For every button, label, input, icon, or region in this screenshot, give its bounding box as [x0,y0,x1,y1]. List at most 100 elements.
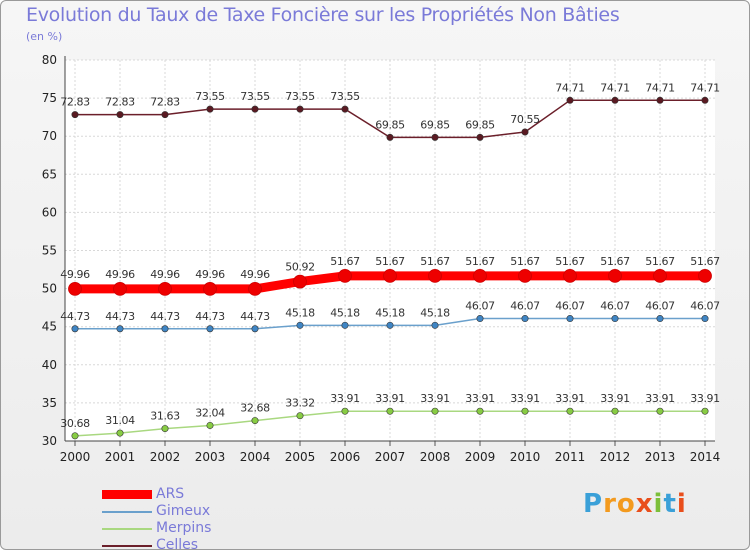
data-label-celles: 74.71 [555,81,585,94]
x-tick-label: 2001 [105,450,136,464]
point-gimeux [116,325,124,333]
point-merpins [251,417,259,425]
logo-letter: x [635,489,654,519]
data-label-gimeux: 46.07 [465,300,495,313]
data-label-ars: 50.92 [285,261,315,274]
legend-label: Gimeux [156,503,211,519]
point-gimeux [161,325,169,333]
point-ars [653,268,667,283]
point-merpins [431,407,439,415]
point-celles [251,105,259,113]
legend-item-gimeux: Gimeux [102,503,211,520]
data-label-ars: 49.96 [240,268,270,281]
x-tick-label: 2002 [150,450,181,464]
data-label-gimeux: 44.73 [60,310,90,323]
data-label-merpins: 31.04 [105,414,135,427]
point-merpins [566,407,574,415]
x-tick-label: 2012 [600,450,631,464]
data-label-ars: 51.67 [330,255,360,268]
data-label-merpins: 32.68 [240,402,270,415]
data-label-merpins: 33.91 [375,392,405,405]
legend-item-merpins: Merpins [102,520,211,537]
y-tick-label: 30 [42,434,57,448]
y-tick-label: 55 [42,244,57,258]
point-merpins [206,421,214,429]
point-gimeux [341,321,349,329]
point-celles [296,105,304,113]
proxiti-logo: Proxiti [583,489,687,519]
point-celles [611,96,619,104]
point-gimeux [251,325,259,333]
x-tick-label: 2006 [330,450,361,464]
y-tick-label: 45 [42,320,57,334]
data-label-gimeux: 46.07 [600,300,630,313]
chart-legend: ARS Gimeux Merpins Celles [102,486,211,554]
point-celles [161,111,169,119]
point-ars [428,268,442,283]
point-celles [386,133,394,141]
point-gimeux [611,315,619,323]
data-label-celles: 70.55 [510,113,540,126]
legend-swatch [102,527,152,530]
point-ars [338,268,352,283]
data-label-ars: 49.96 [105,268,135,281]
point-celles [341,105,349,113]
data-label-celles: 73.55 [330,90,360,103]
point-merpins [71,432,79,440]
point-ars [608,268,622,283]
data-label-ars: 51.67 [465,255,495,268]
data-label-gimeux: 45.18 [330,306,360,319]
data-label-gimeux: 45.18 [285,306,315,319]
y-tick-label: 75 [42,91,57,105]
data-label-merpins: 33.91 [600,392,630,405]
point-ars [158,282,172,296]
point-gimeux [701,315,709,323]
point-celles [116,111,124,119]
point-merpins [476,407,484,415]
point-ars [203,282,217,296]
data-label-ars: 51.67 [645,255,675,268]
point-merpins [116,429,124,437]
x-tick-label: 2013 [645,450,676,464]
logo-letter: t [663,489,677,519]
legend-label: Celles [156,537,199,553]
x-tick-label: 2003 [195,450,226,464]
data-label-ars: 51.67 [555,255,585,268]
point-merpins [386,407,394,415]
x-tick-label: 2007 [375,450,406,464]
data-label-ars: 51.67 [690,255,720,268]
point-celles [701,96,709,104]
point-gimeux [521,315,529,323]
data-label-celles: 72.83 [60,96,90,109]
legend-swatch [102,544,152,547]
point-celles [521,128,529,136]
data-label-merpins: 32.04 [195,406,225,419]
point-gimeux [431,321,439,329]
data-label-merpins: 31.63 [150,410,180,423]
data-label-merpins: 33.91 [690,392,720,405]
point-celles [71,111,79,119]
legend-item-ars: ARS [102,486,211,503]
data-label-celles: 73.55 [285,90,315,103]
point-gimeux [71,325,79,333]
data-label-merpins: 33.91 [330,392,360,405]
data-label-gimeux: 44.73 [150,310,180,323]
point-merpins [296,412,304,420]
data-label-merpins: 33.91 [465,392,495,405]
legend-swatch [102,490,152,499]
point-celles [656,96,664,104]
point-merpins [161,425,169,433]
data-label-merpins: 33.91 [420,392,450,405]
data-label-ars: 51.67 [510,255,540,268]
logo-letter: o [616,489,636,519]
point-ars [518,268,532,283]
point-gimeux [476,315,484,323]
y-tick-label: 60 [42,205,57,219]
point-merpins [656,407,664,415]
point-ars [698,268,712,283]
point-celles [431,133,439,141]
y-tick-label: 50 [42,282,57,296]
data-label-ars: 51.67 [600,255,630,268]
legend-item-celles: Celles [102,537,211,554]
